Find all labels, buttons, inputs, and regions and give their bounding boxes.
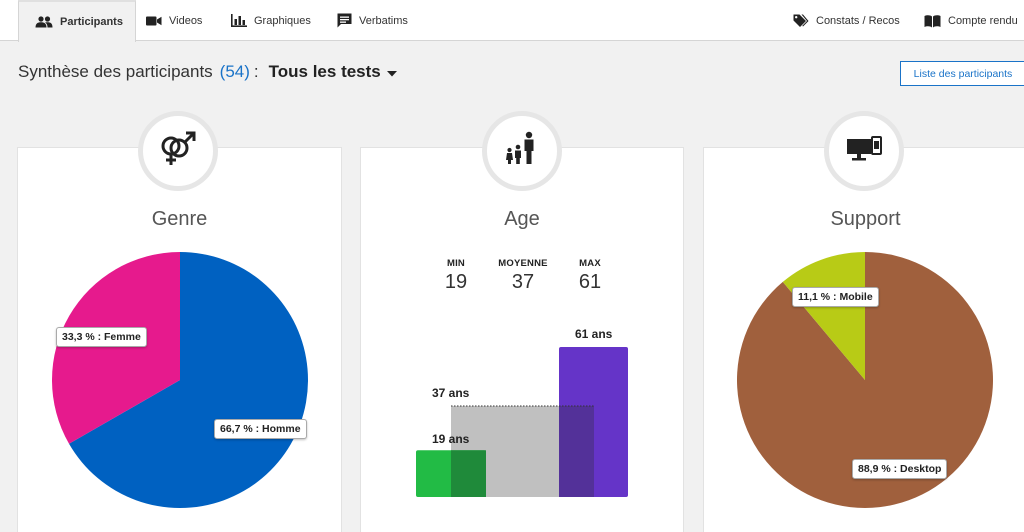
page-title: Synthèse des participants [18, 62, 213, 81]
genre-card: Genre 33,3 % : Femme 66,7 % : Homme [17, 147, 342, 532]
age-bar-chart [416, 347, 628, 497]
gender-icon [158, 129, 198, 174]
tab-graphiques[interactable]: Graphiques [231, 0, 311, 41]
tab-participants-label: Participants [60, 16, 123, 28]
genre-pie-slices [51, 252, 308, 508]
age-bar-overlap-max [559, 406, 594, 497]
pie-label-femme: 33,3 % : Femme [56, 327, 147, 347]
age-card: Age MIN 19 MOYENNE 37 MAX 61 19 ans 37 a… [360, 147, 684, 532]
tab-verbatims-label: Verbatims [359, 14, 408, 27]
age-stat-moyenne-key: MOYENNE [498, 258, 548, 269]
comment-icon [337, 13, 352, 28]
age-bars [416, 347, 628, 497]
tab-verbatims[interactable]: Verbatims [337, 0, 408, 41]
pie-label-mobile: 11,1 % : Mobile [792, 287, 879, 307]
test-filter-value: Tous les tests [268, 62, 381, 81]
devices-icon [844, 129, 884, 174]
pie-slice-homme[interactable] [69, 252, 308, 508]
age-stat-max: MAX 61 [555, 258, 625, 294]
age-stat-min-key: MIN [446, 258, 465, 269]
pie-slice-mobile[interactable] [782, 252, 865, 380]
support-title: Support [830, 208, 901, 230]
title-colon: : [253, 62, 259, 81]
age-stat-min: MIN 19 [421, 258, 491, 294]
bar-chart-icon [231, 14, 247, 27]
age-stat-max-key: MAX [579, 258, 601, 269]
tab-videos[interactable]: Videos [146, 0, 202, 41]
age-stat-max-value: 61 [578, 271, 602, 293]
age-title: Age [504, 208, 540, 230]
people-icon [35, 16, 53, 28]
video-camera-icon [146, 16, 162, 26]
genre-pie-chart [51, 252, 308, 508]
age-stat-min-value: 19 [444, 271, 468, 293]
tab-compte-rendu[interactable]: Compte rendu [924, 0, 1018, 41]
pie-label-desktop: 88,9 % : Desktop [852, 459, 948, 479]
book-icon [924, 14, 941, 28]
age-bar-moyenne[interactable] [451, 406, 594, 497]
participants-list-button[interactable]: Liste des participants [900, 61, 1024, 86]
age-bar-label-min: 19 ans [432, 432, 470, 446]
age-bar-label-max: 61 ans [575, 327, 613, 341]
tags-icon [793, 14, 809, 28]
pie-slice-femme[interactable] [51, 252, 180, 444]
test-filter-dropdown[interactable]: Tous les tests [269, 62, 397, 82]
tab-constats-recos[interactable]: Constats / Recos [793, 0, 900, 41]
pie-label-homme: 66,7 % : Homme [214, 419, 307, 439]
tab-compte-rendu-label: Compte rendu [948, 14, 1018, 27]
caret-down-icon [386, 62, 397, 82]
support-card: Support 11,1 % : Mobile 88,9 % : Desktop [703, 147, 1024, 532]
tab-participants[interactable]: Participants [18, 0, 136, 42]
age-stat-moyenne: MOYENNE 37 [488, 258, 558, 294]
support-icon-circle [824, 111, 904, 191]
age-bar-overlap-min [451, 450, 486, 497]
support-pie-slices [737, 252, 993, 508]
participant-count: (54) [219, 62, 250, 81]
top-navigation: Participants Videos Graphiques Verbatims… [0, 0, 1024, 42]
support-pie-chart [737, 252, 993, 508]
genre-icon-circle [138, 111, 218, 191]
genre-title: Genre [151, 208, 208, 230]
synthesis-header: Synthèse des participants (54) : Tous le… [18, 62, 397, 82]
tab-constats-recos-label: Constats / Recos [816, 14, 900, 27]
tab-graphiques-label: Graphiques [254, 14, 311, 27]
age-stat-moyenne-value: 37 [511, 271, 535, 293]
age-icon-circle [482, 111, 562, 191]
family-icon [502, 129, 542, 174]
tab-videos-label: Videos [169, 14, 203, 27]
age-bar-label-avg: 37 ans [432, 386, 470, 400]
